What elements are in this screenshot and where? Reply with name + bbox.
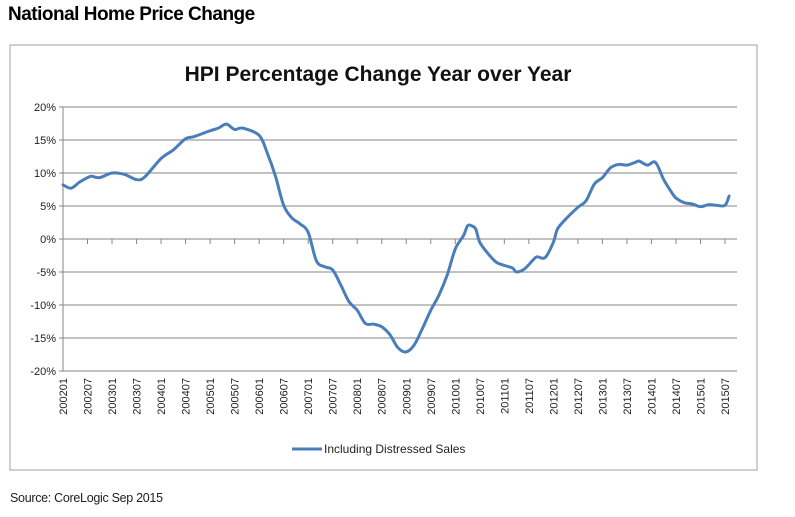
chart-frame bbox=[9, 44, 758, 471]
x-tick-label: 201201 bbox=[548, 378, 560, 415]
x-tick-label: 200507 bbox=[230, 378, 242, 415]
series-line-including-distressed-sales bbox=[61, 122, 731, 354]
y-tick-label: -20% bbox=[30, 366, 56, 378]
x-tick-label: 200701 bbox=[303, 378, 315, 415]
chart-title: HPI Percentage Change Year over Year bbox=[185, 63, 572, 86]
source-note: Source: CoreLogic Sep 2015 bbox=[10, 491, 163, 505]
y-tick-label: -10% bbox=[30, 300, 56, 312]
x-tick-label: 201507 bbox=[720, 378, 732, 415]
x-tick-label: 200707 bbox=[328, 378, 340, 415]
y-tick-label: -5% bbox=[36, 267, 56, 279]
x-tick-label: 201107 bbox=[524, 378, 536, 414]
legend: Including Distressed Sales bbox=[292, 442, 465, 456]
y-tick-label: 15% bbox=[34, 135, 56, 147]
x-tick-label: 201301 bbox=[597, 378, 609, 415]
y-tick-label: 0% bbox=[40, 234, 56, 246]
page-title: National Home Price Change bbox=[8, 4, 255, 25]
x-tick-label: 201207 bbox=[573, 378, 585, 415]
x-tick-label: 201401 bbox=[646, 378, 658, 415]
x-tick-label: 201101 bbox=[499, 378, 511, 414]
x-tick-label: 200601 bbox=[254, 378, 266, 415]
x-tick-label: 201307 bbox=[622, 378, 634, 415]
x-tick-label: 200201 bbox=[58, 378, 70, 415]
x-tick-label: 200407 bbox=[181, 378, 193, 415]
x-tick-label: 200801 bbox=[352, 378, 364, 415]
x-tick-label: 200907 bbox=[426, 378, 438, 415]
x-tick-label: 201501 bbox=[695, 378, 707, 415]
x-tick-label: 201001 bbox=[450, 378, 462, 415]
x-tick-label: 200607 bbox=[279, 378, 291, 415]
y-tick-label: 10% bbox=[34, 168, 56, 180]
x-tick-label: 200807 bbox=[377, 378, 389, 415]
y-tick-label: 20% bbox=[34, 102, 56, 114]
y-tick-label: -15% bbox=[30, 333, 56, 345]
x-tick-label: 200901 bbox=[401, 378, 413, 415]
legend-label: Including Distressed Sales bbox=[324, 442, 465, 456]
y-tick-label: 5% bbox=[40, 201, 56, 213]
x-tick-label: 201007 bbox=[475, 378, 487, 415]
x-tick-label: 200401 bbox=[156, 378, 168, 415]
x-tick-label: 201407 bbox=[671, 378, 683, 415]
x-tick-label: 200207 bbox=[83, 378, 95, 415]
x-tick-label: 200307 bbox=[132, 378, 144, 415]
x-tick-label: 200501 bbox=[205, 378, 217, 415]
x-tick-label: 200301 bbox=[107, 378, 119, 415]
